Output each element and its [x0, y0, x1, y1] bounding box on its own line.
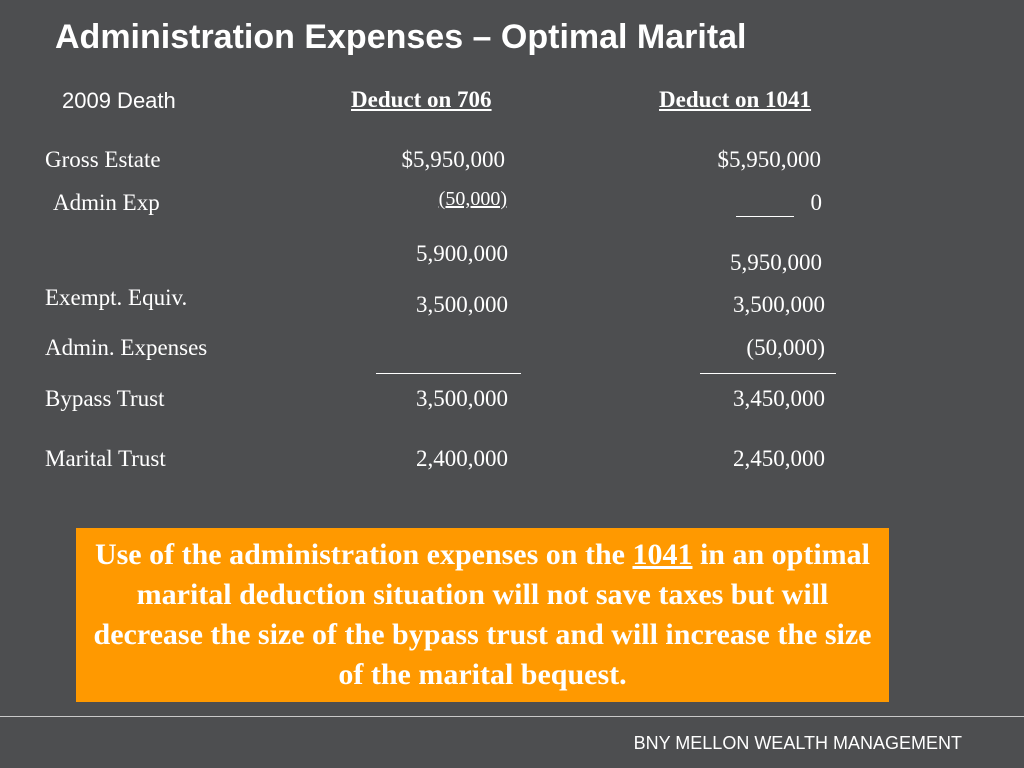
callout-box: Use of the administration expenses on th… — [76, 528, 889, 702]
marital-trust-706: 2,400,000 — [416, 446, 508, 471]
bypass-trust-1041: 3,450,000 — [733, 386, 825, 411]
footer-divider — [0, 716, 1024, 717]
exempt-equiv-706: 3,500,000 — [416, 292, 508, 317]
subtotal-706: 5,900,000 — [416, 241, 508, 266]
row-label-exempt-equiv: Exempt. Equiv. — [45, 285, 188, 310]
bypass-trust-706: 3,500,000 — [416, 386, 508, 411]
admin-expenses-1041: (50,000) — [746, 335, 825, 360]
callout-emphasis: 1041 — [632, 538, 693, 571]
total-rule-706 — [376, 373, 521, 374]
row-label-marital-trust: Marital Trust — [45, 446, 166, 471]
admin-exp-1041-underline — [736, 216, 794, 217]
total-rule-1041 — [700, 373, 836, 374]
column-header-1041: Deduct on 1041 — [659, 87, 812, 112]
callout-text-after: in an optimal marital deduction situatio… — [93, 538, 872, 691]
row-label-admin-exp: Admin Exp — [53, 190, 160, 215]
subtitle: 2009 Death — [62, 88, 176, 113]
slide-title: Administration Expenses – Optimal Marita… — [55, 18, 747, 56]
callout-text: Use of the administration expenses on th… — [86, 535, 879, 695]
exempt-equiv-1041: 3,500,000 — [733, 292, 825, 317]
row-label-bypass-trust: Bypass Trust — [45, 386, 165, 411]
subtotal-1041: 5,950,000 — [730, 250, 822, 275]
row-label-admin-expenses: Admin. Expenses — [45, 335, 208, 360]
footer-brand: BNY MELLON WEALTH MANAGEMENT — [633, 733, 962, 753]
admin-exp-1041: 0 — [810, 190, 823, 215]
column-header-706: Deduct on 706 — [351, 87, 492, 112]
marital-trust-1041: 2,450,000 — [733, 446, 825, 471]
row-label-gross-estate: Gross Estate — [45, 147, 161, 172]
gross-estate-1041: $5,950,000 — [717, 147, 822, 172]
callout-text-before: Use of the administration expenses on th… — [94, 538, 633, 571]
admin-exp-706: (50,000) — [438, 188, 507, 210]
gross-estate-706: $5,950,000 — [401, 147, 506, 172]
